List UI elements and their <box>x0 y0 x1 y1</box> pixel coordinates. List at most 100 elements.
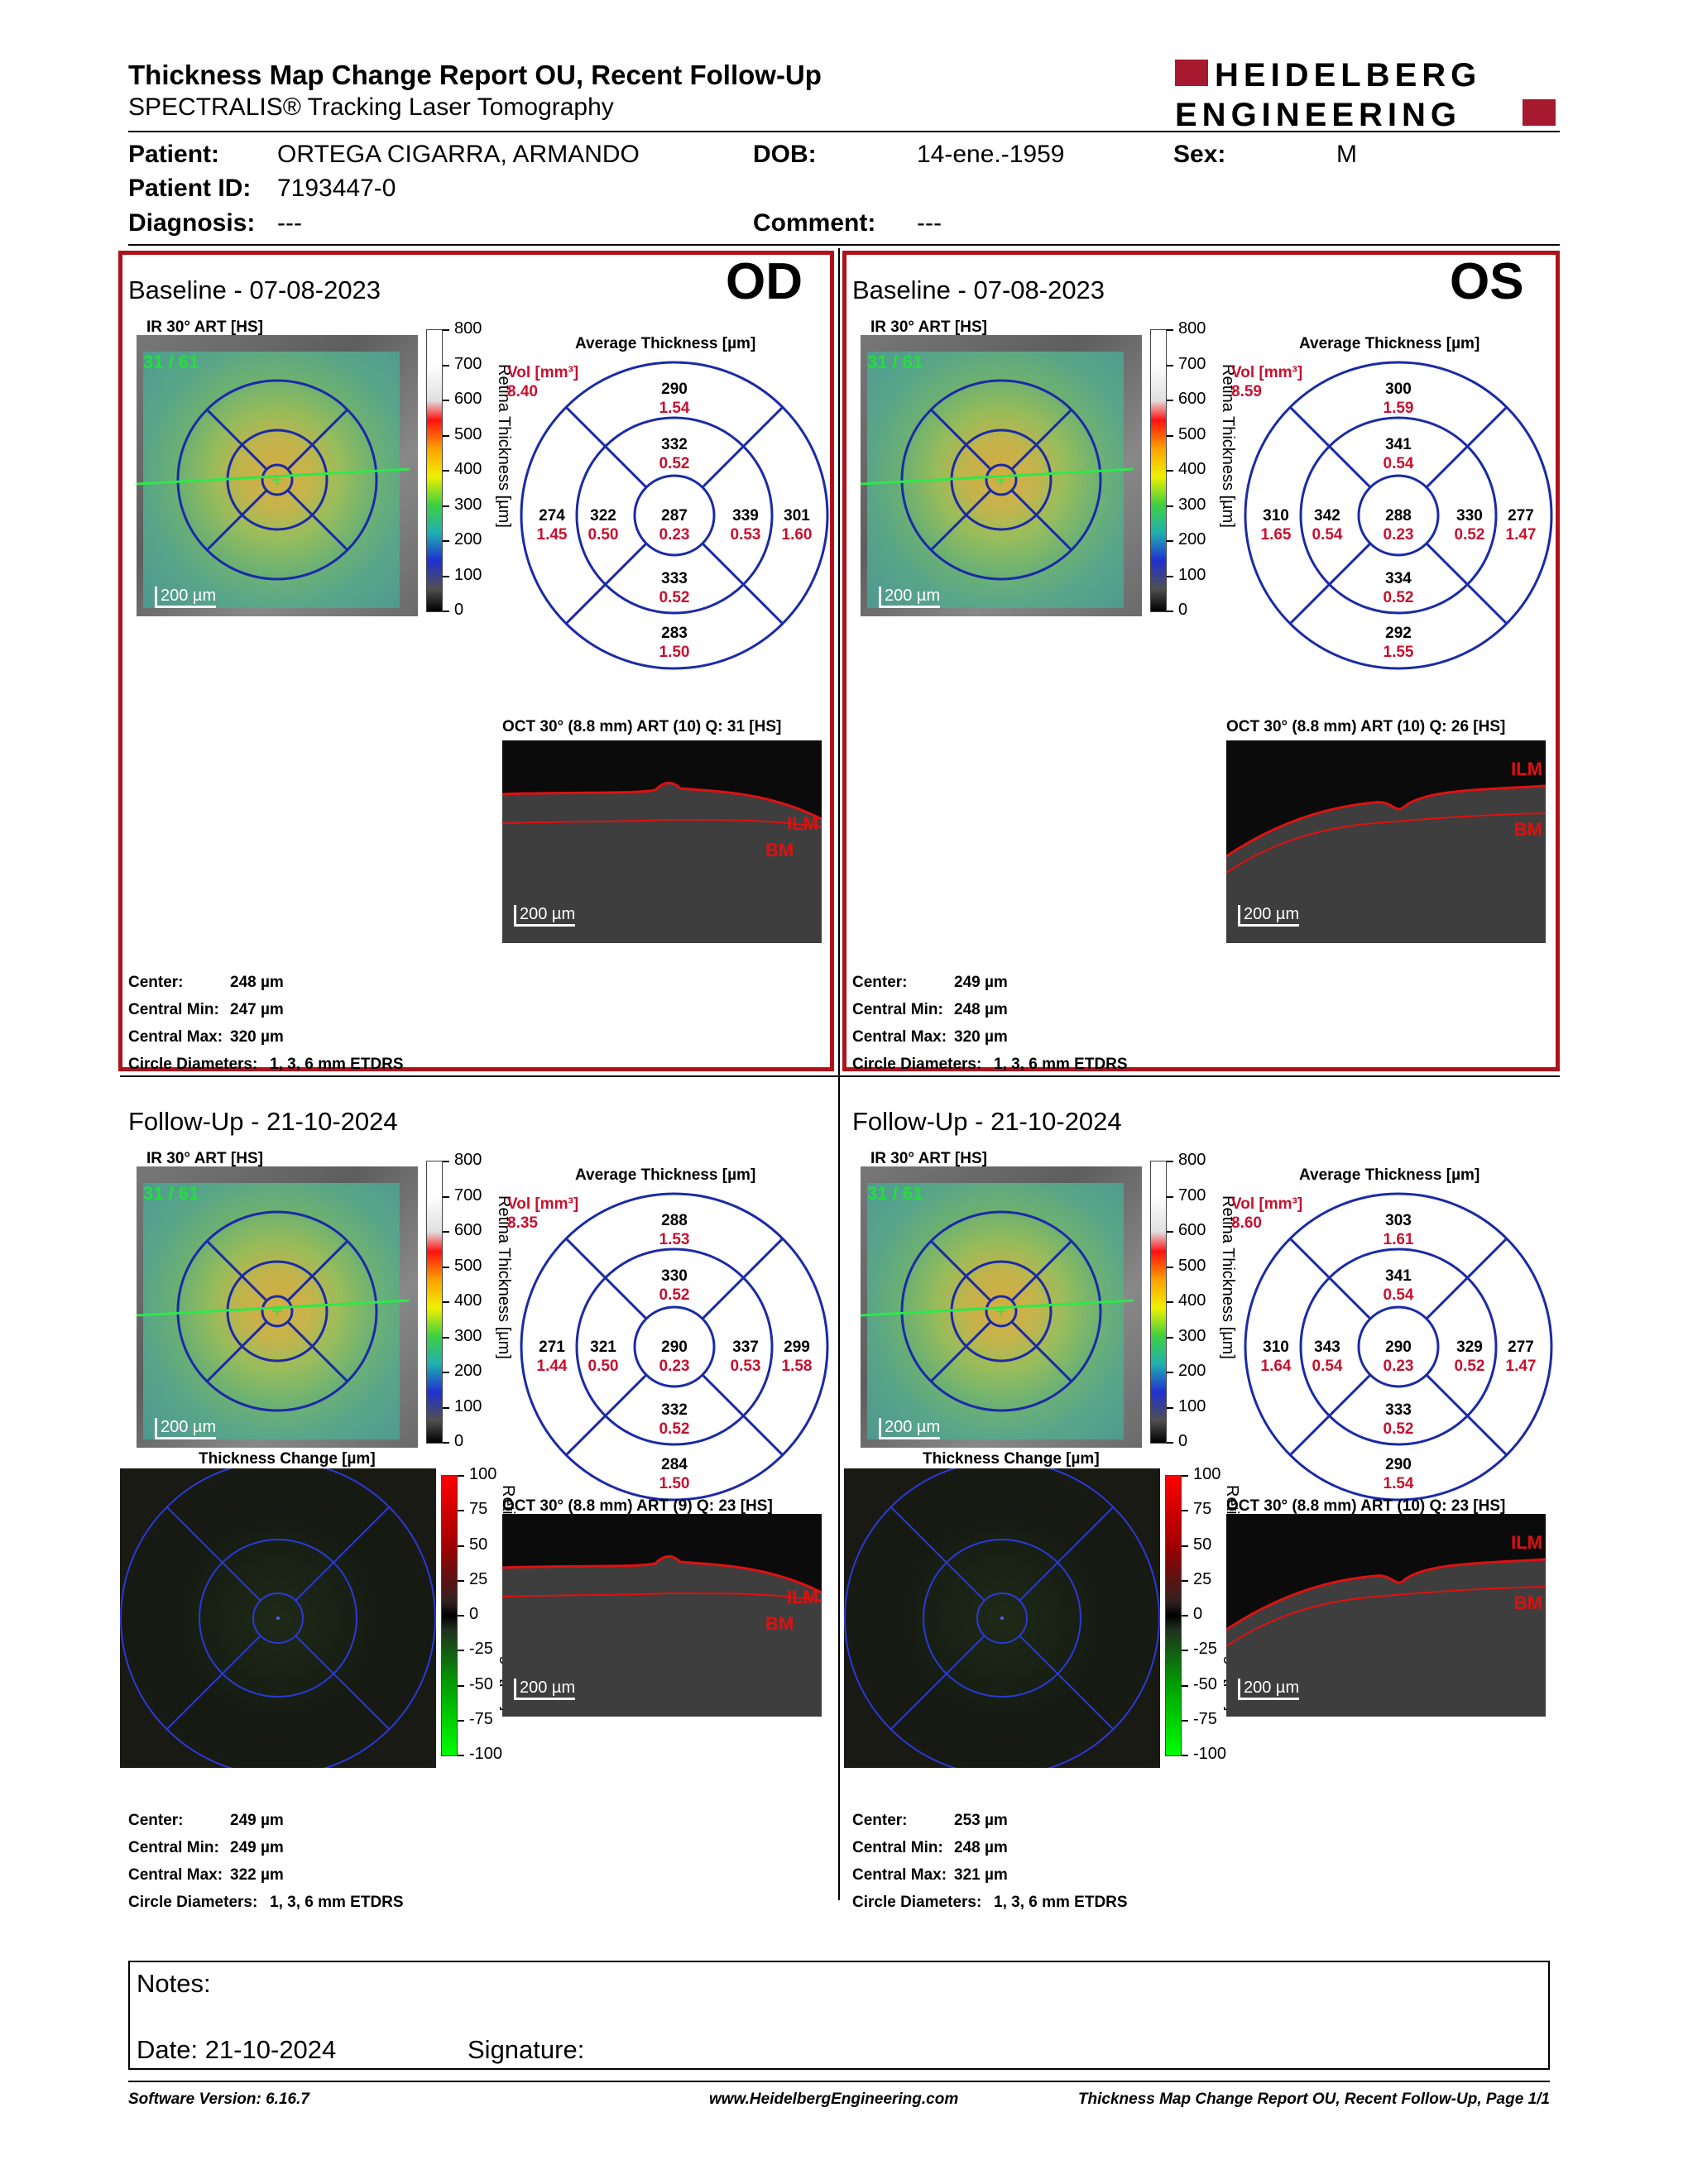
stat-label: Central Min: <box>128 1001 219 1018</box>
sector-outer-sup-volume: 1.61 <box>1383 1231 1414 1248</box>
etdrs-spoke <box>890 1506 985 1602</box>
sector-outer-sup-thickness: 288 <box>661 1212 688 1229</box>
etdrs-spoke <box>286 1320 348 1382</box>
change-scale-tick-label: -100 <box>1193 1745 1227 1763</box>
etdrs-spoke <box>1425 1373 1508 1456</box>
sector-outer-nas-volume: 1.47 <box>1505 1358 1537 1375</box>
sector-center-volume: 0.23 <box>1383 526 1414 544</box>
date-label: Date: 21-10-2024 <box>137 2035 337 2064</box>
change-etdrs-grid <box>844 1460 1160 1776</box>
sector-center-thickness: 287 <box>661 507 688 524</box>
website-link[interactable]: www.HeidelbergEngineering.com <box>709 2091 959 2108</box>
thickness-scale-tick-label: 600 <box>1178 1221 1206 1239</box>
etdrs-spoke <box>1010 1320 1072 1382</box>
sector-outer-inf-volume: 1.50 <box>659 644 690 661</box>
etdrs-inner-ring <box>575 1248 774 1446</box>
etdrs-center-ring <box>1357 1305 1440 1388</box>
sector-inner-temp-volume: 0.54 <box>1312 1358 1343 1375</box>
etdrs-spoke <box>1425 1238 1508 1320</box>
thickness-scale-tick <box>1167 400 1173 401</box>
avg-thickness-title: Average Thickness [µm] <box>575 335 756 352</box>
thickness-color-bar <box>426 1161 443 1444</box>
thickness-scale-tick-label: 300 <box>1178 495 1206 514</box>
etdrs-spoke <box>286 409 348 471</box>
etdrs-spoke <box>565 1238 648 1320</box>
ir-frame-counter: 31 / 61 <box>143 1183 199 1204</box>
ilm-line <box>502 782 822 821</box>
thickness-scale-tick-label: 500 <box>1178 424 1206 443</box>
sex-value: M <box>1336 141 1357 168</box>
report-subtitle: SPECTRALIS® Tracking Laser Tomography <box>128 93 614 121</box>
thickness-scale-tick-label: 600 <box>454 390 482 408</box>
etdrs-spoke <box>206 1240 268 1302</box>
etdrs-inner-ring <box>575 416 774 615</box>
sector-inner-inf-volume: 0.52 <box>659 589 690 606</box>
retina-tissue <box>1226 1559 1546 1717</box>
ir-fundus-image: 31 / 61 200 µm <box>137 335 418 616</box>
comment-label: Comment: <box>753 209 876 237</box>
ir-frame-counter: 31 / 61 <box>867 352 923 372</box>
sector-outer-temp-volume: 1.44 <box>536 1358 568 1375</box>
thickness-scale-tick <box>443 400 449 401</box>
thickness-scale-tick-label: 800 <box>454 1151 482 1169</box>
sector-inner-nas-thickness: 339 <box>732 507 759 524</box>
etdrs-spoke <box>1010 1240 1072 1302</box>
stat-label: Center: <box>852 974 908 991</box>
oct-layers <box>1226 784 1546 943</box>
change-scale-tick-label: 0 <box>1193 1605 1203 1623</box>
sector-outer-temp-thickness: 310 <box>1263 507 1289 524</box>
header-rule <box>128 131 1560 132</box>
ir-label: IR 30° ART [HS] <box>146 1150 263 1167</box>
stat-value: 1, 3, 6 mm ETDRS <box>994 1894 1128 1911</box>
stat-label: Circle Diameters: <box>128 1894 258 1911</box>
oct-scale-bar: 200 µm <box>1238 905 1300 927</box>
bm-label: BM <box>1513 1592 1542 1613</box>
thickness-scale-tick <box>443 329 449 331</box>
thickness-change-title: Thickness Change [µm] <box>923 1450 1100 1468</box>
thickness-scale-tick <box>1167 1161 1173 1162</box>
thickness-scale-tick <box>1167 540 1173 542</box>
sector-inner-nas-volume: 0.52 <box>1454 526 1485 544</box>
stat-value: 248 µm <box>230 974 284 991</box>
sex-label: Sex: <box>1173 141 1226 168</box>
software-version: Software Version: 6.16.7 <box>128 2091 309 2108</box>
thickness-scale-tick <box>443 611 449 612</box>
etdrs-spoke <box>1019 1506 1115 1602</box>
sector-inner-inf-thickness: 333 <box>661 570 688 587</box>
thickness-scale-tick-label: 0 <box>454 1432 464 1450</box>
thickness-color-bar <box>1150 329 1167 612</box>
thickness-scale-tick-label: 100 <box>454 565 482 584</box>
dob-label: DOB: <box>753 141 817 168</box>
sector-outer-inf-volume: 1.55 <box>1383 644 1414 661</box>
avg-thickness-diagram <box>520 361 829 670</box>
change-scale-tick-label: -50 <box>469 1674 493 1693</box>
sector-inner-nas-volume: 0.53 <box>730 526 761 544</box>
change-scale-tick-label: 100 <box>469 1465 497 1483</box>
sector-inner-inf-thickness: 332 <box>661 1401 688 1419</box>
sector-center-thickness: 290 <box>1385 1339 1412 1356</box>
stat-label: Circle Diameters: <box>128 1056 258 1073</box>
change-scale-tick-label: -75 <box>1193 1709 1217 1728</box>
etdrs-outer-ring <box>176 379 378 581</box>
patient-label: Patient: <box>128 141 220 168</box>
stat-label: Center: <box>128 1812 184 1829</box>
sector-inner-nas-thickness: 329 <box>1456 1339 1483 1356</box>
thickness-scale-tick <box>1167 1301 1173 1303</box>
notes-box[interactable]: Notes: Date: 21-10-2024 Signature: <box>128 1961 1550 2070</box>
etdrs-spoke <box>206 1320 268 1382</box>
patient-rule <box>128 244 1560 246</box>
thickness-scale-tick <box>443 1372 449 1373</box>
thickness-scale-tick-label: 800 <box>1178 1151 1206 1169</box>
sector-outer-nas-thickness: 301 <box>784 507 810 524</box>
change-center-dot <box>276 1616 280 1620</box>
sector-inner-sup-volume: 0.54 <box>1383 1286 1414 1304</box>
change-scale-tick <box>1182 1545 1188 1547</box>
sector-inner-inf-thickness: 334 <box>1385 570 1412 587</box>
eye-label: OS <box>1450 253 1524 310</box>
etdrs-center-ring <box>261 1295 294 1328</box>
etdrs-spoke <box>286 489 348 551</box>
thickness-scale-tick <box>1167 470 1173 472</box>
change-scale-tick <box>458 1545 464 1547</box>
change-scale-tick-label: 50 <box>1193 1535 1212 1554</box>
stat-label: Central Max: <box>852 1028 947 1046</box>
